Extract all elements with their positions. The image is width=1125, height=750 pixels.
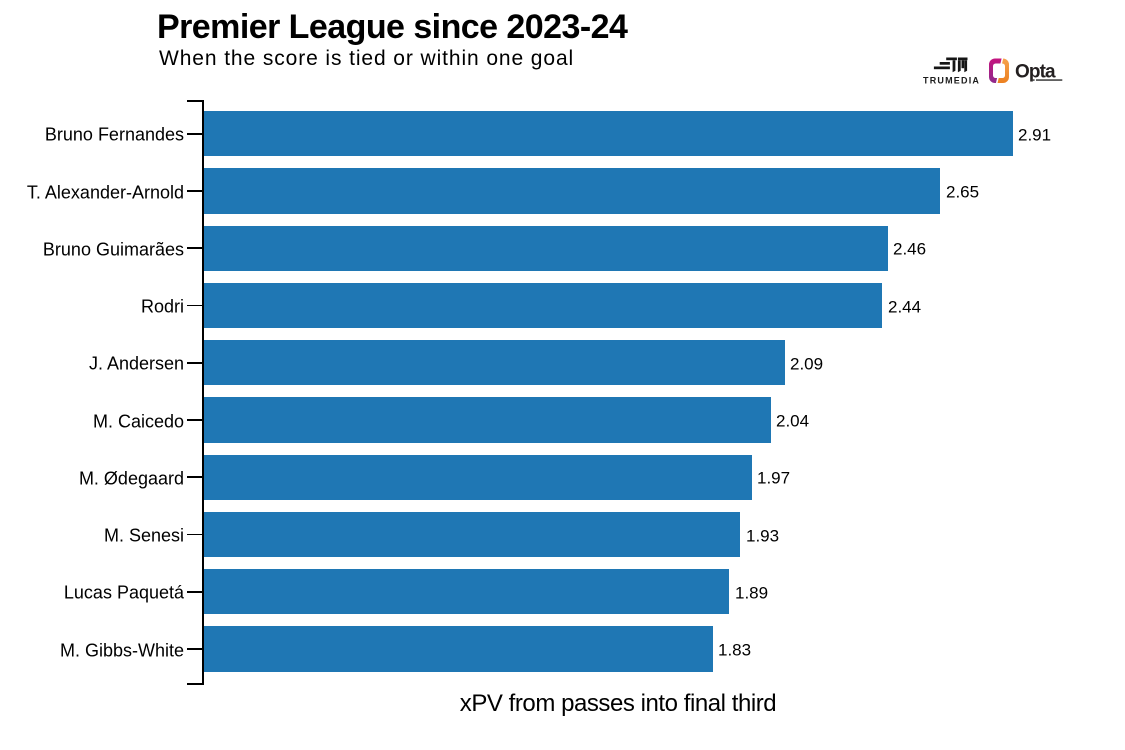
svg-text:TRUMEDIA: TRUMEDIA: [923, 76, 980, 86]
svg-text:Opta: Opta: [1015, 62, 1056, 83]
